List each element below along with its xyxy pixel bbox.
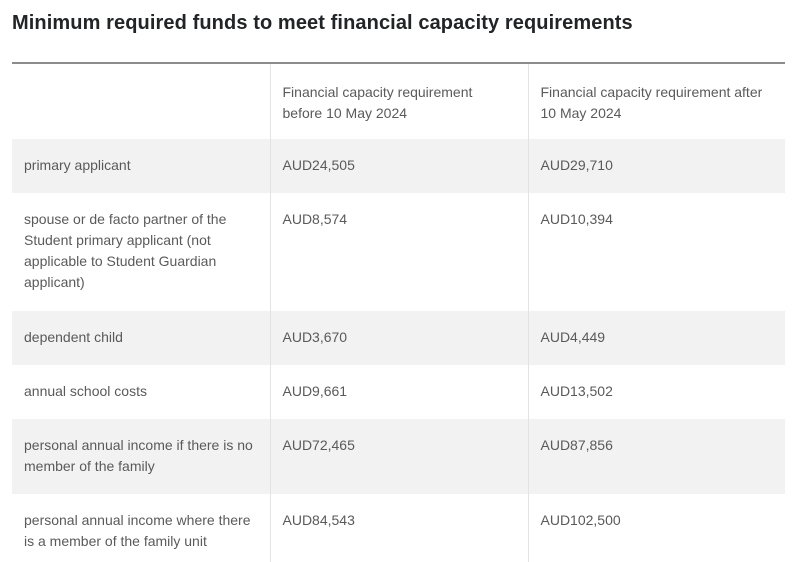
cell-before: AUD84,543 — [269, 494, 528, 562]
table-row: dependent child AUD3,670 AUD4,449 — [12, 311, 785, 365]
row-label: primary applicant — [24, 157, 131, 173]
cell-before: AUD72,465 — [269, 419, 528, 494]
cell-before: AUD3,670 — [269, 311, 528, 365]
table-row: primary applicant AUD24,505 AUD29,710 — [12, 139, 785, 193]
cell-after: AUD4,449 — [527, 311, 785, 365]
header-cell-after: Financial capacity requirement after 10 … — [527, 63, 785, 139]
cell-before: AUD24,505 — [269, 139, 528, 193]
cell-after: AUD87,856 — [527, 419, 785, 494]
cell-after: AUD29,710 — [527, 139, 785, 193]
funds-table: Financial capacity requirement before 10… — [12, 62, 785, 562]
table-row: annual school costs AUD9,661 AUD13,502 — [12, 365, 785, 419]
header-cell-category — [12, 63, 270, 139]
table-header-row: Financial capacity requirement before 10… — [12, 63, 785, 139]
funds-table-container: Financial capacity requirement before 10… — [12, 62, 785, 562]
cell-before: AUD8,574 — [269, 193, 528, 311]
page-title: Minimum required funds to meet financial… — [12, 12, 633, 34]
row-label: dependent child — [24, 329, 123, 345]
header-cell-before: Financial capacity requirement before 10… — [269, 63, 528, 139]
cell-before: AUD9,661 — [269, 365, 528, 419]
cell-after: AUD13,502 — [527, 365, 785, 419]
table-row: personal annual income if there is no me… — [12, 419, 785, 494]
row-label: personal annual income where there is a … — [24, 512, 251, 549]
row-label: personal annual income if there is no me… — [24, 437, 253, 474]
row-label: annual school costs — [24, 383, 147, 399]
table-row: spouse or de facto partner of the Studen… — [12, 193, 785, 311]
row-label: spouse or de facto partner of the Studen… — [24, 211, 227, 290]
table-row: personal annual income where there is a … — [12, 494, 785, 562]
cell-after: AUD102,500 — [527, 494, 785, 562]
cell-after: AUD10,394 — [527, 193, 785, 311]
